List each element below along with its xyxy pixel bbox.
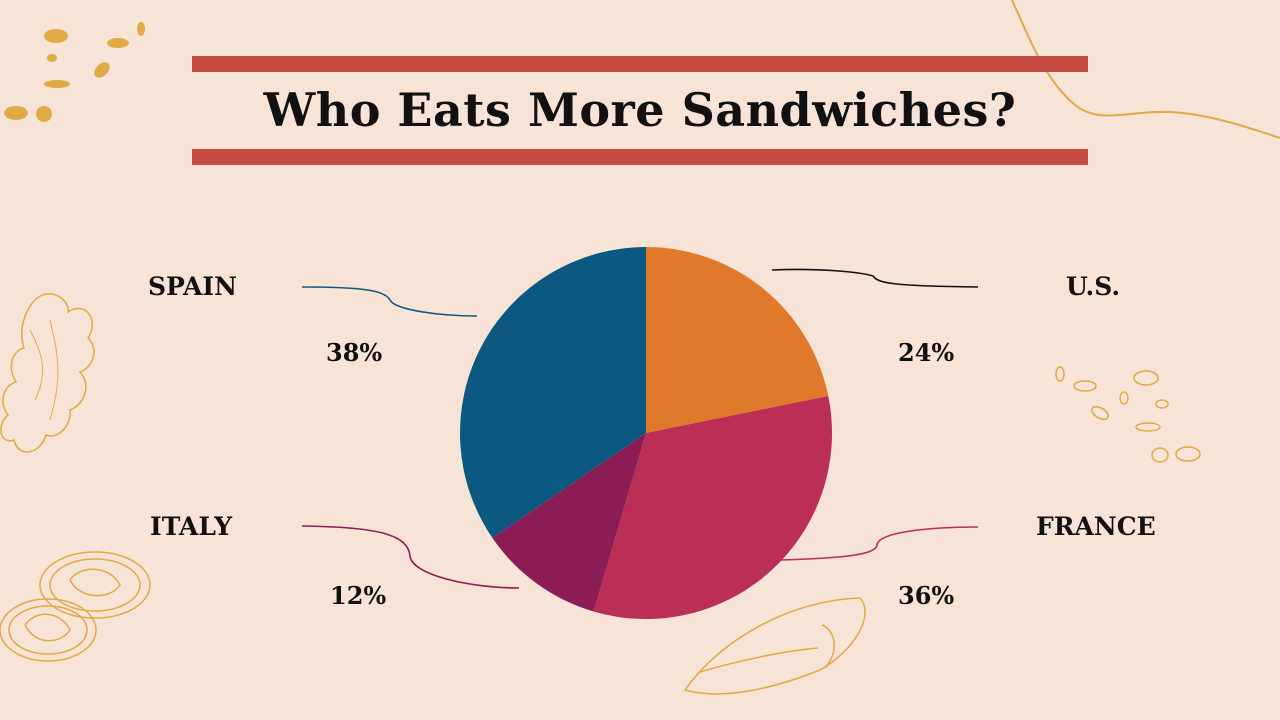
pie-slice-us [646,247,829,433]
chart-title: Who Eats More Sandwiches? [263,83,1017,137]
title-bar-bottom [192,149,1088,165]
label-italy: ITALY [150,512,233,541]
value-us: 24% [898,338,955,367]
curve-line-icon [1011,0,1280,139]
value-france: 36% [898,581,955,610]
pie-slice-spain [460,247,646,538]
label-spain: SPAIN [148,272,237,301]
value-spain: 38% [326,338,383,367]
label-us: U.S. [1066,272,1121,301]
leader-line-us [771,268,979,288]
value-italy: 12% [330,581,387,610]
leader-line-france [779,526,979,561]
lettuce-vein-icon [29,319,59,421]
seeds-outline-icon [1055,366,1201,463]
leader-line-italy [301,525,520,589]
title-bar-top [192,56,1088,72]
pie-slice-italy [492,433,646,612]
label-france: FRANCE [1036,512,1156,541]
lettuce-icon [0,293,95,453]
pie-slice-france [593,396,832,619]
pie-slices [460,247,832,619]
leader-line-spain [301,286,478,317]
tomato-slices-icon [0,551,151,662]
bread-icon [683,597,866,695]
seeds-icon [4,22,145,122]
